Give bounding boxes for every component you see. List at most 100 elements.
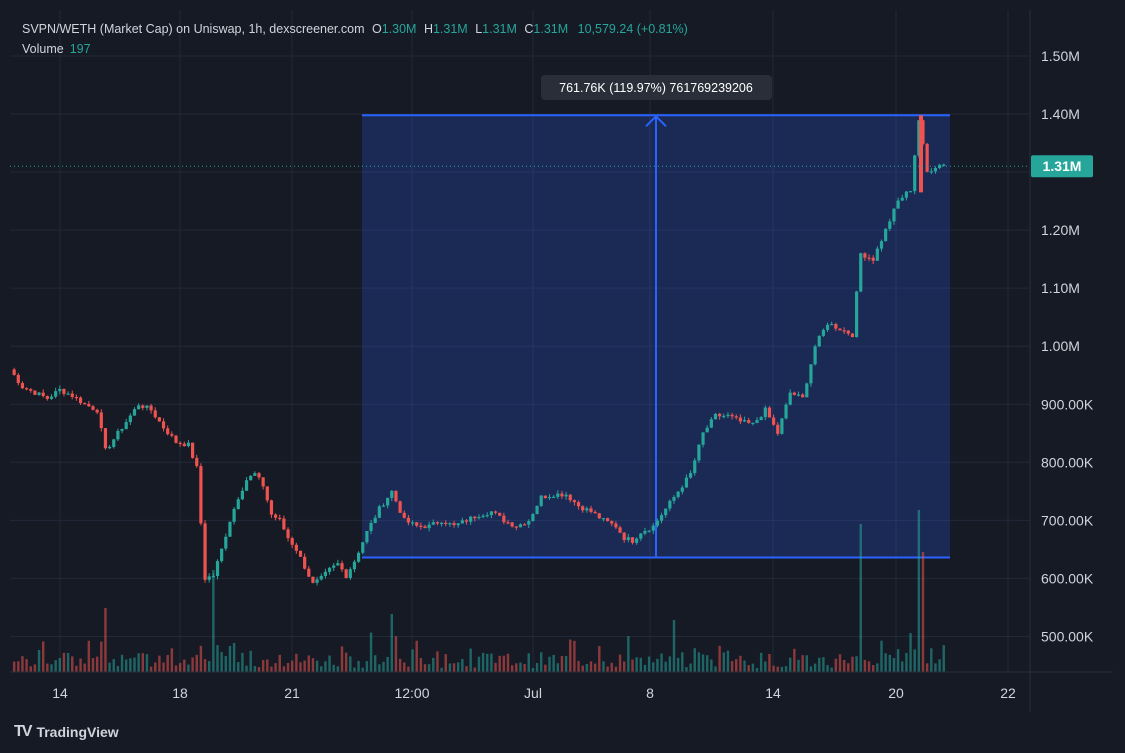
candle	[556, 493, 560, 497]
candle	[904, 191, 908, 198]
candle	[286, 529, 290, 539]
volume-bar	[917, 510, 921, 672]
volume-bar	[108, 662, 111, 672]
volume-bar	[220, 652, 223, 672]
candle	[618, 527, 622, 533]
volume-bar	[282, 666, 286, 672]
candle	[124, 422, 128, 430]
volume-bar	[867, 661, 871, 672]
candle	[240, 490, 244, 500]
candle	[12, 369, 16, 375]
volume-bar	[166, 654, 169, 672]
chart-pane[interactable]	[10, 10, 1113, 712]
candle	[307, 568, 311, 577]
volume-bar	[440, 667, 443, 672]
candle	[327, 567, 332, 572]
volume-bar	[730, 661, 734, 672]
candle	[66, 393, 70, 395]
candle	[643, 531, 647, 534]
volume-bar	[784, 666, 788, 672]
candle	[908, 191, 913, 193]
x-tick-label: 20	[888, 685, 904, 701]
volume-bar	[228, 645, 232, 672]
volume-bar	[793, 648, 796, 672]
time-axis: 14 18 21 12:00 Jul 8 14 20 22	[52, 685, 1016, 701]
volume-bar	[764, 661, 767, 672]
candle	[419, 525, 423, 527]
volume-bar	[938, 659, 941, 672]
measure-label-text: 761.76K (119.97%) 761769239206	[559, 81, 753, 95]
candle	[919, 115, 923, 193]
candle	[211, 576, 215, 578]
candle	[730, 414, 734, 417]
candle	[298, 550, 303, 557]
candle	[568, 494, 572, 501]
candle	[477, 516, 481, 519]
volume-bar	[62, 652, 66, 672]
candle	[813, 346, 817, 365]
volume-bar	[58, 657, 61, 672]
volume-bar	[125, 659, 128, 672]
candle	[99, 412, 103, 429]
change-value: 10,579.24 (+0.81%)	[577, 22, 688, 36]
candle	[228, 521, 232, 537]
volume-bar	[872, 665, 875, 672]
candle	[805, 383, 809, 398]
volume-bar	[942, 645, 945, 672]
volume-bar	[295, 653, 298, 672]
volume-bar	[232, 643, 236, 672]
volume-bar	[693, 648, 696, 672]
volume-bar	[722, 652, 725, 672]
candle	[597, 513, 601, 519]
x-tick-label: 14	[765, 685, 781, 701]
volume-bar	[589, 661, 593, 672]
volume-bar	[643, 664, 647, 672]
volume-bar	[178, 663, 182, 672]
low-value: 1.31M	[482, 22, 517, 36]
volume-bar	[274, 663, 277, 672]
candle	[651, 525, 655, 531]
candle	[352, 561, 357, 570]
volume-bar	[519, 662, 522, 672]
volume-bar	[838, 654, 842, 672]
volume-bar	[930, 648, 933, 672]
candle	[427, 524, 431, 529]
volume-bar	[830, 667, 833, 672]
x-tick-label: 14	[52, 685, 68, 701]
volume-bar	[154, 662, 157, 672]
candle	[722, 415, 726, 418]
volume-bar	[656, 658, 659, 672]
volume-bar	[465, 666, 468, 672]
open-label: O	[371, 22, 382, 36]
candle	[601, 518, 606, 520]
candle	[838, 328, 842, 331]
volume-bar	[780, 666, 784, 672]
volume-bar	[448, 663, 452, 672]
candle	[132, 409, 137, 416]
volume-bar	[834, 658, 838, 672]
volume-bar	[486, 653, 489, 672]
volume-bar	[461, 658, 464, 672]
candle	[564, 494, 568, 497]
candle	[456, 523, 460, 526]
volume-bar	[158, 655, 161, 672]
close-label: C	[524, 22, 534, 36]
volume-bar	[332, 664, 335, 672]
candle	[888, 221, 892, 229]
candle	[855, 291, 859, 338]
y-tick-label: 1.20M	[1041, 222, 1080, 238]
volume-bar	[369, 632, 373, 672]
x-tick-label: Jul	[524, 685, 542, 701]
tradingview-footer[interactable]: TV TradingView	[14, 722, 119, 742]
volume-bar	[697, 652, 701, 672]
candle	[502, 515, 506, 523]
y-tick-label: 600.00K	[1041, 570, 1094, 586]
candle	[539, 495, 543, 506]
candle	[581, 506, 585, 511]
candle	[157, 417, 161, 422]
volume-bar	[776, 666, 779, 672]
candle	[709, 419, 713, 428]
volume-bar	[510, 665, 514, 672]
volume-bar	[415, 640, 418, 672]
